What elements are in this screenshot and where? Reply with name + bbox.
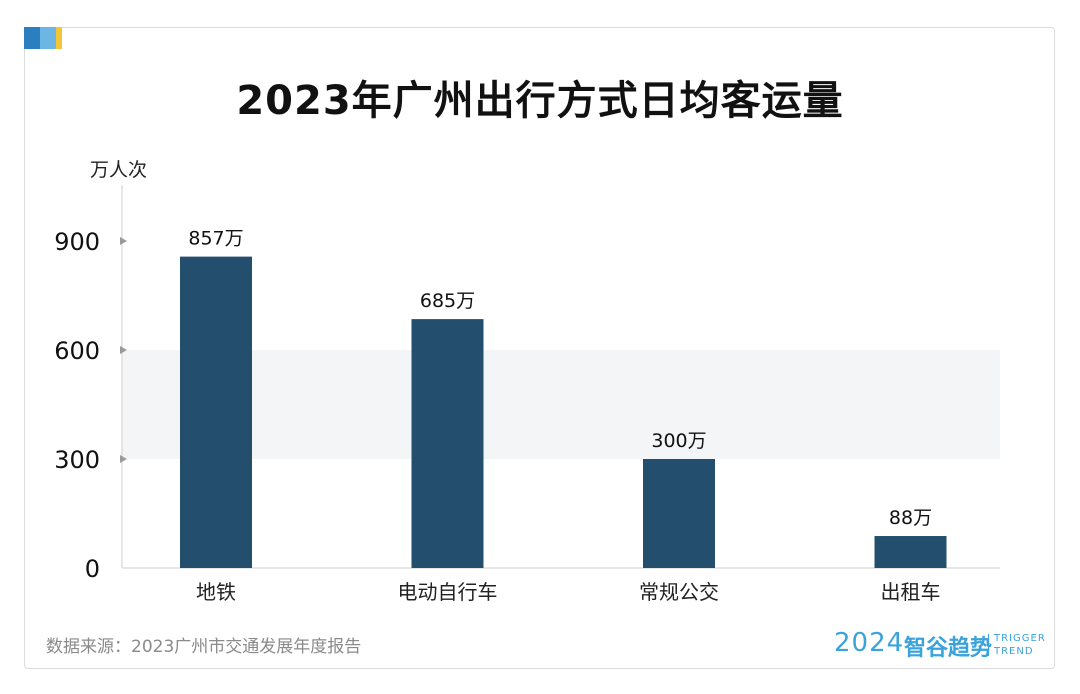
bar: [180, 256, 252, 568]
x-category-label: 出租车: [881, 580, 941, 604]
bar: [411, 319, 484, 568]
bar: [874, 536, 947, 568]
brand-divider: [988, 634, 989, 656]
y-tick-label: 0: [85, 555, 100, 583]
bar-data-label: 857万: [188, 228, 243, 250]
brand-name: 智谷趋势: [904, 636, 993, 661]
brand-english-line1: TRIGGER: [994, 633, 1046, 644]
x-category-label: 地铁: [196, 580, 236, 604]
y-tick-label: 300: [54, 446, 100, 474]
x-category-label: 电动自行车: [398, 580, 498, 604]
corner-accent-icon: [24, 27, 62, 49]
y-tick-mark-icon: [120, 455, 127, 463]
bar: [643, 459, 715, 568]
bar-data-label: 685万: [420, 290, 475, 312]
chart-title: 2023年广州出行方式日均客运量: [236, 78, 844, 124]
highlight-band: [122, 350, 1000, 459]
x-category-label: 常规公交: [639, 580, 719, 604]
bar-data-label: 300万: [651, 430, 706, 452]
brand-year: 2024: [834, 628, 905, 658]
y-axis-unit-label: 万人次: [90, 159, 148, 181]
y-tick-mark-icon: [120, 237, 127, 245]
brand-english-line2: TREND: [994, 646, 1034, 657]
bar-data-label: 88万: [889, 507, 932, 529]
source-note: 数据来源：2023广州市交通发展年度报告: [46, 637, 362, 657]
y-tick-mark-icon: [120, 346, 127, 354]
y-tick-label: 900: [54, 228, 100, 256]
y-tick-label: 600: [54, 337, 100, 365]
